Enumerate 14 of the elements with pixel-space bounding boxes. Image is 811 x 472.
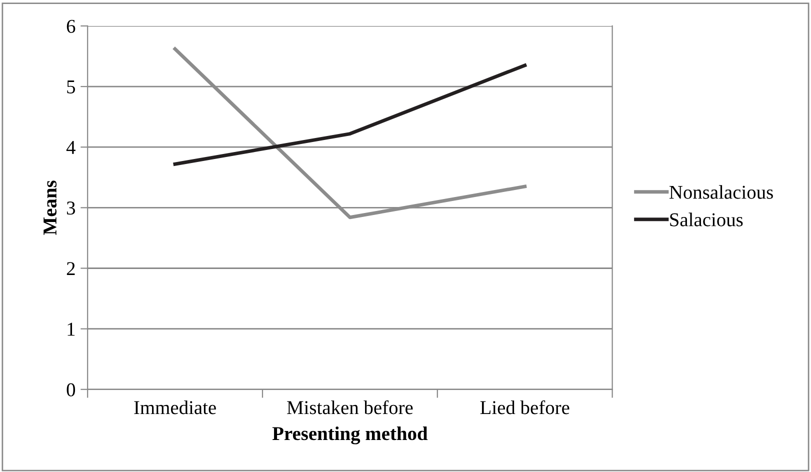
y-tick-label: 5	[67, 80, 76, 94]
y-tick-label: 3	[66, 202, 76, 215]
y-tick-label: 4	[66, 141, 76, 154]
y-axis-title: Means	[44, 180, 57, 235]
y-tick-label: 0	[66, 383, 76, 396]
x-tick-label: Mistaken before	[287, 400, 413, 414]
x-tick-label: Lied before	[480, 400, 570, 414]
y-tick-label: 6	[66, 20, 76, 33]
legend-label: Salacious	[670, 212, 743, 226]
x-axis-title: Presenting method	[272, 426, 428, 444]
y-tick-label: 1	[68, 322, 75, 336]
x-tick-label: Immediate	[134, 400, 216, 414]
legend-label: Nonsalacious	[669, 185, 773, 199]
y-tick-label: 2	[66, 262, 75, 275]
